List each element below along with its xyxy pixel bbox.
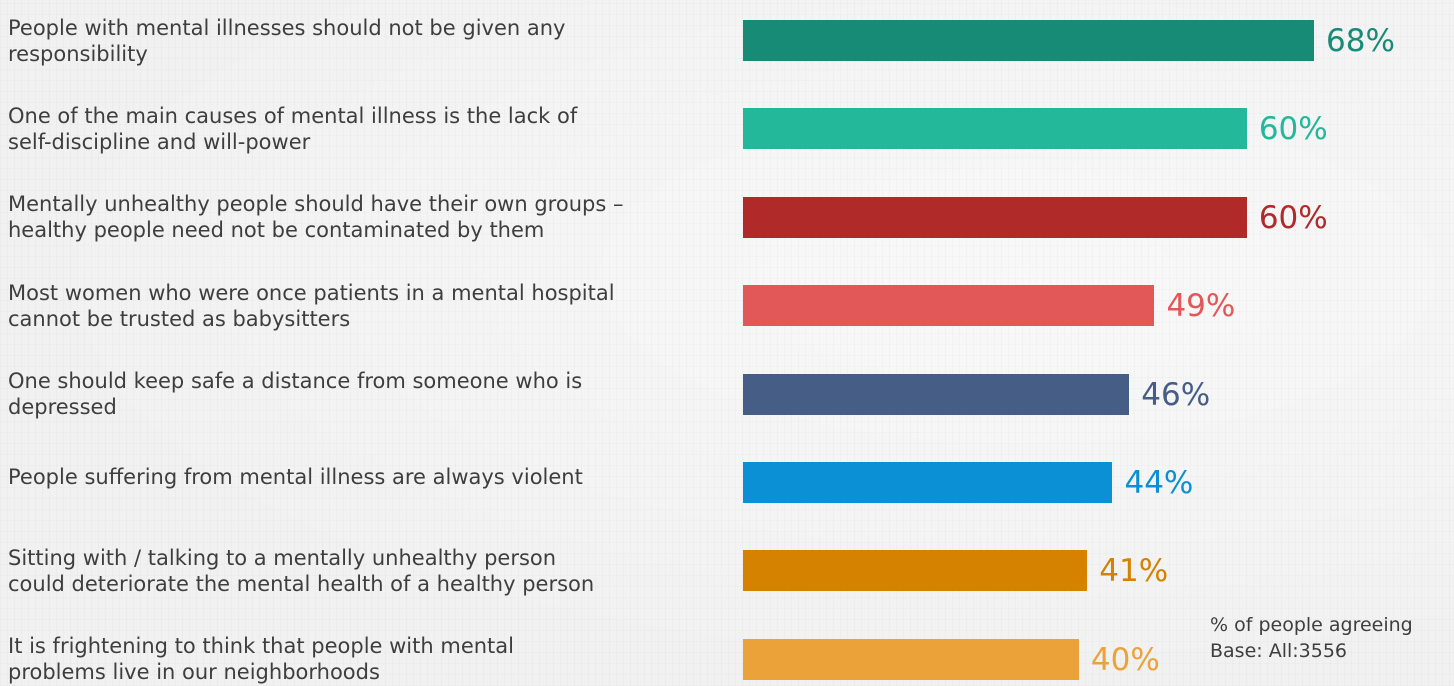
- bar: [743, 20, 1314, 61]
- bar: [743, 638, 1079, 680]
- chart-footnote: % of people agreeing Base: All:3556: [1210, 612, 1450, 664]
- value-label: 41%: [1099, 553, 1169, 590]
- bar: [743, 550, 1088, 592]
- category-label: People suffering from mental illness are…: [8, 464, 583, 489]
- value-label: 46%: [1141, 376, 1211, 413]
- value-label: 60%: [1258, 199, 1328, 236]
- bar: [743, 285, 1155, 327]
- category-label: One of the main causes of mental illness…: [8, 103, 578, 154]
- category-label: People with mental illnesses should not …: [8, 15, 566, 66]
- measure-note: % of people agreeing: [1210, 614, 1413, 636]
- bar: [743, 196, 1247, 238]
- bar: [743, 108, 1247, 150]
- value-label: 49%: [1166, 288, 1236, 325]
- category-label: Most women who were once patients in a m…: [8, 280, 615, 331]
- value-label: 44%: [1124, 465, 1194, 501]
- base-note: Base: All:3556: [1210, 640, 1348, 662]
- category-label: It is frightening to think that people w…: [8, 634, 514, 685]
- bar: [743, 373, 1130, 415]
- value-label: 40%: [1090, 641, 1160, 678]
- value-label: 60%: [1258, 111, 1328, 148]
- value-label: 68%: [1326, 23, 1395, 59]
- category-label: One should keep safe a distance from som…: [8, 369, 583, 420]
- bar: [743, 462, 1113, 503]
- category-label: Mentally unhealthy people should have th…: [8, 192, 624, 243]
- category-label: Sitting with / talking to a mentally unh…: [8, 545, 595, 596]
